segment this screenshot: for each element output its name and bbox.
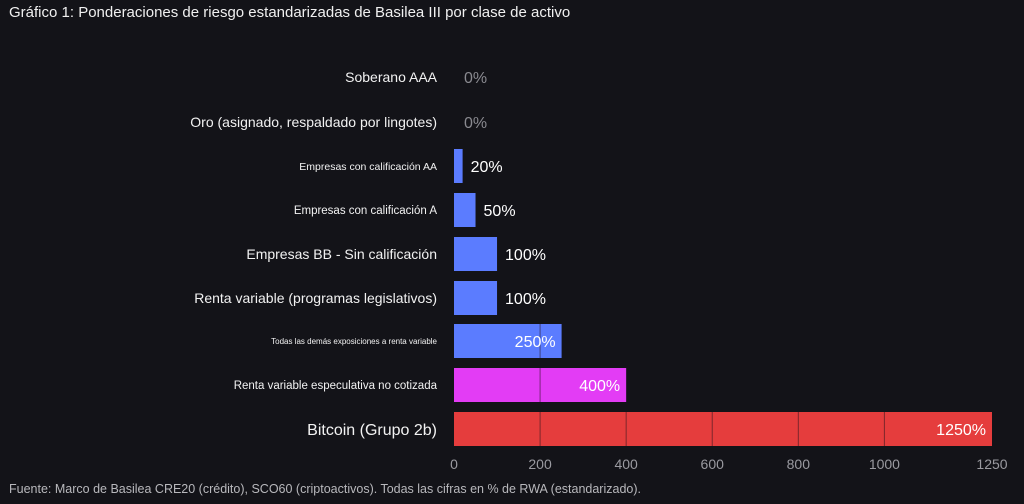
data-label: 100%	[505, 291, 546, 308]
data-label: 50%	[484, 203, 516, 220]
category-label: Empresas con calificación A	[294, 205, 438, 217]
x-tick-label: 1000	[869, 456, 900, 472]
bar	[454, 324, 562, 358]
data-label: 0%	[464, 70, 487, 87]
category-label: Oro (asignado, respaldado por lingotes)	[190, 114, 437, 130]
x-tick-label: 200	[528, 456, 552, 472]
data-label: 0%	[464, 115, 487, 132]
source-note: Fuente: Marco de Basilea CRE20 (crédito)…	[9, 482, 641, 496]
bar	[454, 237, 498, 271]
bar	[454, 149, 463, 183]
data-label: 400%	[579, 378, 620, 395]
category-label: Bitcoin (Grupo 2b)	[307, 422, 437, 439]
x-tick-label: 400	[614, 456, 638, 472]
data-label: 1250%	[936, 422, 986, 439]
x-tick-label: 800	[787, 456, 811, 472]
data-label: 250%	[515, 334, 556, 351]
category-label: Soberano AAA	[345, 69, 438, 85]
category-label: Empresas BB - Sin calificación	[246, 246, 437, 262]
category-label: Renta variable especulativa no cotizada	[234, 380, 438, 392]
category-label: Renta variable (programas legislativos)	[194, 290, 437, 306]
data-label: 100%	[505, 247, 546, 264]
x-tick-label: 600	[701, 456, 725, 472]
x-tick-label: 1250	[976, 456, 1007, 472]
x-tick-label: 0	[450, 456, 458, 472]
category-label: Empresas con calificación AA	[299, 161, 437, 173]
data-label: 20%	[471, 159, 503, 176]
bar	[454, 412, 992, 446]
bar	[454, 193, 476, 227]
bar	[454, 281, 498, 315]
category-label: Todas las demás exposiciones a renta var…	[271, 337, 437, 346]
chart-title: Gráfico 1: Ponderaciones de riesgo estan…	[9, 4, 571, 21]
